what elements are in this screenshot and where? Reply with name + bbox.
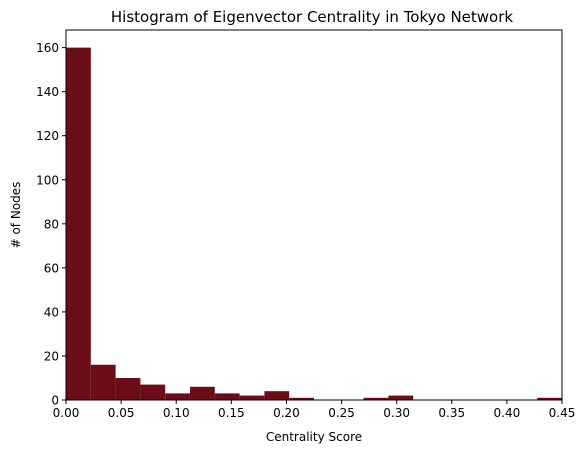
y-tick-label: 20 [44, 349, 59, 363]
histogram-bar [537, 397, 562, 400]
y-axis-ticks: 0 20 40 60 80 100 120 140 160 [36, 41, 66, 408]
histogram-bar [66, 47, 91, 401]
histogram-bar [264, 391, 290, 400]
y-tick-label: 40 [44, 305, 59, 319]
plot-frame [65, 29, 563, 401]
histogram-bar [214, 393, 240, 400]
x-tick-label: 0.25 [328, 406, 355, 420]
y-tick-label: 80 [44, 217, 59, 231]
y-tick-label: 60 [44, 261, 59, 275]
histogram-bar [115, 377, 141, 400]
y-tick-label: 140 [36, 85, 59, 99]
y-tick-label: 100 [36, 173, 59, 187]
histogram-bar [388, 395, 414, 400]
y-axis-label: # of Nodes [9, 182, 23, 249]
y-tick-label: 120 [36, 129, 59, 143]
x-axis-label: Centrality Score [266, 430, 362, 444]
x-tick-label: 0.05 [108, 406, 135, 420]
histogram-bar [239, 395, 265, 400]
x-axis-ticks: 0.00 0.05 0.10 0.15 0.20 0.25 0.30 0.35 0.40 0.45 [53, 400, 576, 420]
histogram-bar [190, 386, 215, 400]
x-tick-label: 0.20 [273, 406, 300, 420]
bars-group [66, 47, 562, 401]
y-tick-label: 0 [51, 394, 59, 408]
x-tick-label: 0.00 [53, 406, 80, 420]
x-tick-label: 0.40 [494, 406, 521, 420]
histogram-bar [363, 397, 389, 400]
chart-title: Histogram of Eigenvector Centrality in T… [111, 8, 514, 26]
histogram-bar [165, 393, 190, 400]
x-tick-label: 0.45 [549, 406, 576, 420]
histogram-bar [289, 397, 314, 400]
x-tick-label: 0.35 [438, 406, 465, 420]
x-tick-label: 0.10 [163, 406, 190, 420]
y-tick-label: 160 [36, 41, 59, 55]
x-tick-label: 0.15 [218, 406, 245, 420]
histogram-bar [140, 384, 166, 400]
x-tick-label: 0.30 [383, 406, 410, 420]
histogram-bar [90, 364, 116, 400]
